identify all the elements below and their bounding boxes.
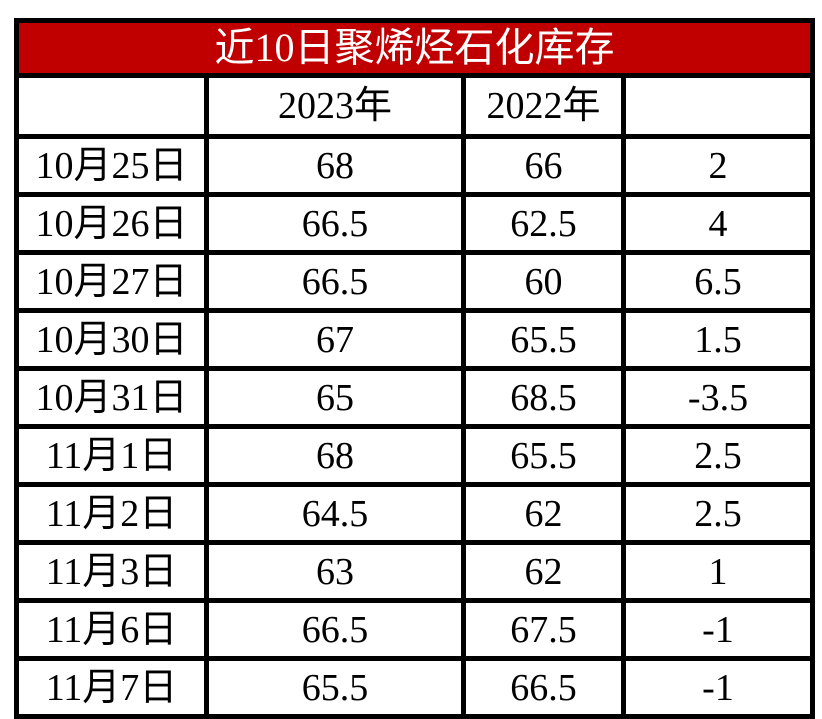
table-row: 11月2日 64.5 62 2.5 [14, 482, 815, 545]
table-header-row: 2023年 2022年 [14, 73, 815, 139]
value-2022-cell: 62 [461, 482, 626, 545]
table-title: 近10日聚烯烃石化库存 [14, 18, 815, 78]
column-header-date [14, 73, 209, 139]
value-2023-cell: 66.5 [204, 250, 466, 313]
diff-cell: -1 [621, 598, 815, 661]
table-row: 10月27日 66.5 60 6.5 [14, 250, 815, 313]
date-cell: 11月1日 [14, 424, 209, 487]
date-cell: 10月25日 [14, 134, 209, 197]
date-cell: 10月31日 [14, 366, 209, 429]
value-2023-cell: 68 [204, 424, 466, 487]
table-row: 11月7日 65.5 66.5 -1 [14, 656, 815, 719]
value-2023-cell: 63 [204, 540, 466, 603]
value-2022-cell: 65.5 [461, 308, 626, 371]
table-title-row: 近10日聚烯烃石化库存 [14, 18, 815, 78]
inventory-table: 近10日聚烯烃石化库存 2023年 2022年 10月25日 68 66 2 1… [14, 18, 815, 719]
value-2023-cell: 65 [204, 366, 466, 429]
table-row: 10月25日 68 66 2 [14, 134, 815, 197]
date-cell: 11月6日 [14, 598, 209, 661]
date-cell: 11月3日 [14, 540, 209, 603]
table-row: 10月26日 66.5 62.5 4 [14, 192, 815, 255]
table-row: 10月30日 67 65.5 1.5 [14, 308, 815, 371]
value-2023-cell: 68 [204, 134, 466, 197]
value-2022-cell: 65.5 [461, 424, 626, 487]
date-cell: 11月7日 [14, 656, 209, 719]
column-header-2022: 2022年 [461, 73, 626, 139]
value-2022-cell: 62.5 [461, 192, 626, 255]
table-row: 11月1日 68 65.5 2.5 [14, 424, 815, 487]
diff-cell: 2.5 [621, 424, 815, 487]
value-2022-cell: 66.5 [461, 656, 626, 719]
spreadsheet-canvas: 近10日聚烯烃石化库存 2023年 2022年 10月25日 68 66 2 1… [14, 18, 815, 719]
value-2023-cell: 67 [204, 308, 466, 371]
diff-cell: 2.5 [621, 482, 815, 545]
table-row: 11月6日 66.5 67.5 -1 [14, 598, 815, 661]
value-2022-cell: 68.5 [461, 366, 626, 429]
column-header-diff [621, 73, 815, 139]
value-2023-cell: 65.5 [204, 656, 466, 719]
diff-cell: -3.5 [621, 366, 815, 429]
date-cell: 10月30日 [14, 308, 209, 371]
diff-cell: 4 [621, 192, 815, 255]
value-2022-cell: 67.5 [461, 598, 626, 661]
value-2022-cell: 62 [461, 540, 626, 603]
value-2022-cell: 66 [461, 134, 626, 197]
diff-cell: -1 [621, 656, 815, 719]
table-row: 10月31日 65 68.5 -3.5 [14, 366, 815, 429]
column-header-2023: 2023年 [204, 73, 466, 139]
value-2023-cell: 64.5 [204, 482, 466, 545]
diff-cell: 1.5 [621, 308, 815, 371]
diff-cell: 6.5 [621, 250, 815, 313]
value-2023-cell: 66.5 [204, 192, 466, 255]
value-2023-cell: 66.5 [204, 598, 466, 661]
table-row: 11月3日 63 62 1 [14, 540, 815, 603]
diff-cell: 2 [621, 134, 815, 197]
date-cell: 10月27日 [14, 250, 209, 313]
date-cell: 10月26日 [14, 192, 209, 255]
date-cell: 11月2日 [14, 482, 209, 545]
value-2022-cell: 60 [461, 250, 626, 313]
diff-cell: 1 [621, 540, 815, 603]
